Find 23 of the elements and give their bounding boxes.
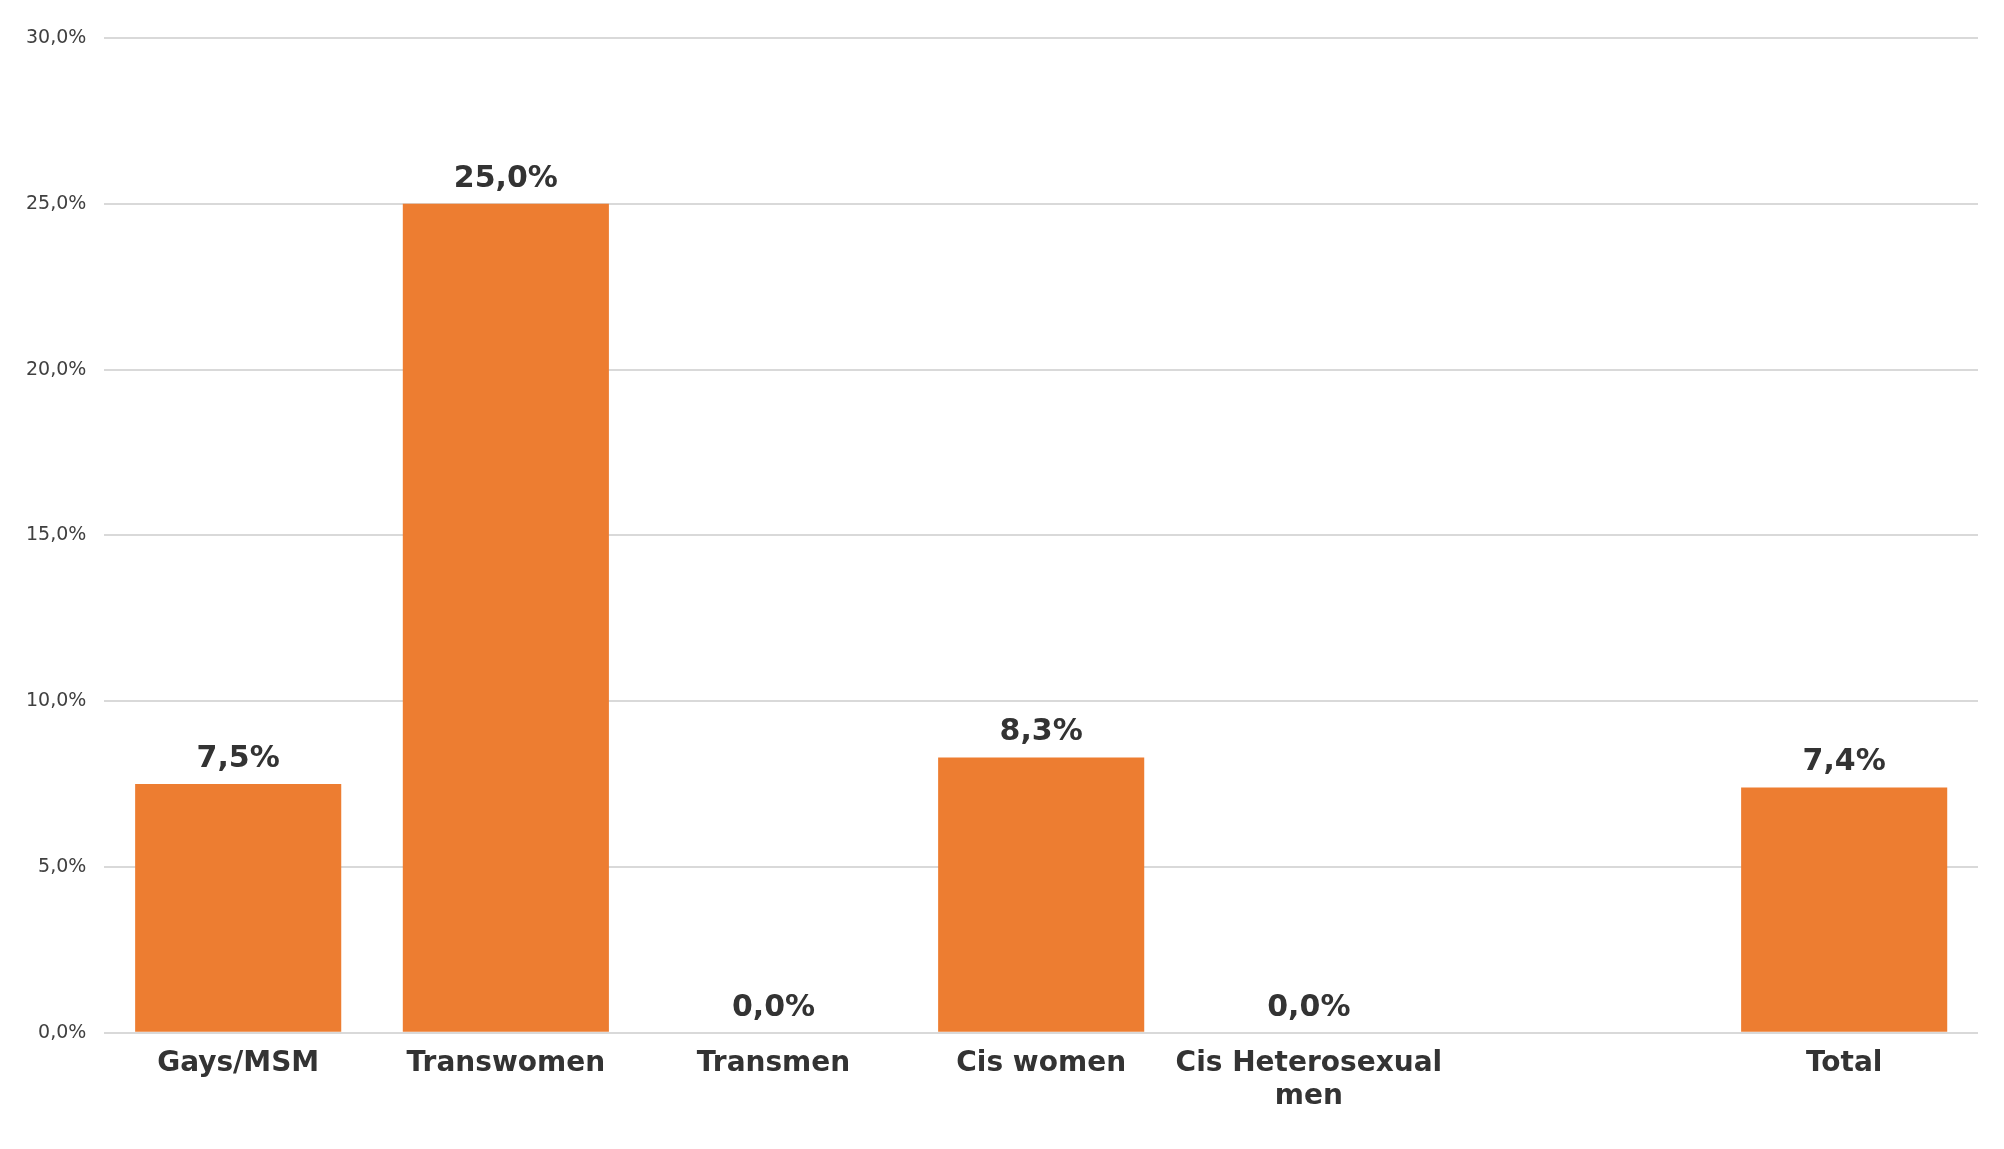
x-tick-label: Transwomen [406, 1044, 606, 1078]
bar [938, 757, 1145, 1032]
x-tick-label: Transmen [696, 1044, 851, 1078]
data-label: 7,5% [196, 738, 280, 774]
data-label: 8,3% [999, 712, 1083, 748]
bar [1741, 787, 1948, 1032]
data-label: 0,0% [1267, 987, 1351, 1023]
y-tick-label: 10,0% [26, 688, 87, 711]
y-tick-label: 20,0% [26, 356, 87, 379]
y-tick-label: 25,0% [26, 190, 87, 213]
x-tick-label: Total [1805, 1044, 1883, 1078]
x-tick-label: Cis women [956, 1044, 1127, 1078]
bar [135, 784, 342, 1032]
data-label: 25,0% [453, 158, 558, 194]
data-label: 7,4% [1802, 742, 1886, 778]
x-tick-label: Gays/MSM [157, 1044, 320, 1078]
y-tick-label: 15,0% [26, 522, 87, 545]
y-tick-label: 30,0% [26, 24, 87, 47]
y-tick-label: 0,0% [38, 1019, 87, 1042]
x-tick-label: Cis Heterosexual men [1175, 1044, 1443, 1112]
bar [402, 203, 609, 1032]
data-label: 0,0% [731, 987, 816, 1023]
y-tick-label: 5,0% [38, 853, 87, 876]
